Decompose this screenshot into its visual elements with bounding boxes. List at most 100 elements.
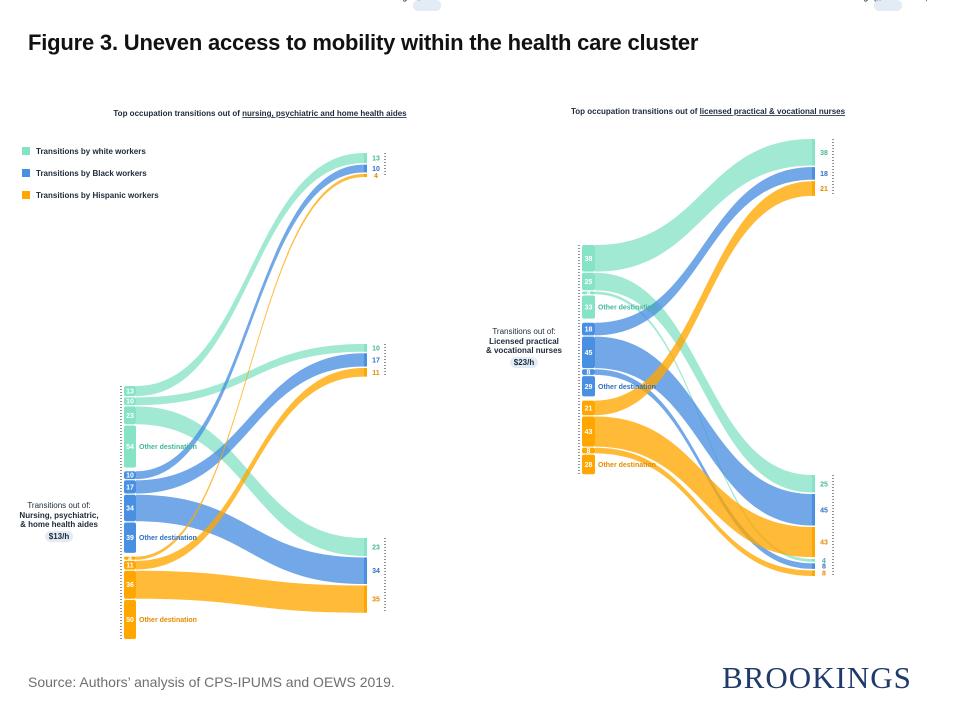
source-segment-black [124,522,136,553]
source-segment-hispanic [124,570,136,599]
source-value-label: 10 [126,399,134,406]
source-value-label: 4 [128,556,132,563]
target-segment-white [364,153,367,164]
source-value-label: 36 [126,582,134,589]
source-segment-hispanic [582,454,595,475]
flow-white-to-target-1 [136,153,364,397]
target-segment-hispanic [812,527,815,558]
source-note: Source: Authors’ analysis of CPS-IPUMS a… [28,674,395,690]
flow-hispanic-to-target-1 [595,181,812,416]
source-segment-hispanic [582,416,595,447]
target-segment-white [812,559,815,562]
source-segment-black [124,471,136,480]
target-value-label: 8 [822,564,826,571]
panel-subtitle: Top occupation transitions out of licens… [571,107,846,116]
target-value-label: 18 [820,171,828,178]
source-segment-black [124,480,136,494]
source-segment-white [582,295,595,319]
target-value-label: 11 [372,370,380,377]
flow-black-to-target-1 [136,164,364,480]
source-segment-hispanic [582,400,595,416]
source-segment-white [582,291,595,295]
legend-label: Transitions by Hispanic workers [36,191,159,200]
other-destination-label: Other destination [598,384,656,391]
target-wage: $12/h [878,0,899,2]
transitions-out-of-label: Transitions out of: [27,501,90,510]
target-wage: $12/h [417,0,438,2]
source-node-name: Licensed practical [489,337,559,346]
target-value-label: 35 [372,597,380,604]
source-value-label: 45 [585,350,593,357]
source-value-label: 18 [585,327,593,334]
source-value-label: 25 [585,279,593,286]
source-node-name: Nursing, psychiatric, [19,511,98,520]
target-value-label: 23 [372,544,380,551]
flow-black-to-target-3 [595,369,812,569]
transitions-out-of-label: Transitions out of: [492,327,555,336]
flow-hispanic-to-target-2 [136,368,364,570]
other-destination-label: Other destination [139,535,197,542]
target-segment-black [812,494,815,526]
flow-hispanic-to-target-1 [136,173,364,560]
source-segment-black [582,322,595,336]
source-value-label: 34 [126,506,134,513]
source-value-label: 8 [587,370,591,377]
target-segment-hispanic [812,570,815,576]
source-value-label: 10 [126,473,134,480]
legend-label: Transitions by white workers [36,147,146,156]
target-wage-pill [874,0,902,11]
target-segment-black [812,167,815,180]
source-node-name: & vocational nurses [486,346,563,355]
flow-hispanic-to-target-3 [595,447,812,576]
target-segment-hispanic [364,368,367,377]
source-value-label: 8 [587,448,591,455]
figure-title: Figure 3. Uneven access to mobility with… [28,30,699,55]
source-value-label: 23 [126,413,134,420]
other-destination-label: Other destination [139,617,197,624]
flow-white-to-target-3 [136,406,364,556]
target-segment-hispanic [812,181,815,196]
target-value-label: 17 [372,357,380,364]
target-value-label: 10 [372,345,380,352]
target-segment-white [812,475,815,493]
panel-subtitle: Top occupation transitions out of nursin… [113,109,407,118]
legend-label: Transitions by Black workers [36,169,147,178]
other-destination-label: Other destination [598,305,656,312]
source-value-label: 4 [587,290,591,297]
target-segment-black [364,353,367,367]
flow-black-to-target-1 [595,167,812,336]
source-value-label: 50 [126,617,134,624]
other-destination-label: Other destination [598,462,656,469]
source-segment-black [582,376,595,397]
target-value-label: 25 [820,481,828,488]
source-segment-black [582,369,595,375]
source-value-label: 38 [585,256,593,263]
source-wage-pill [45,531,73,542]
target-value-label: 43 [820,540,828,547]
target-segment-black [364,164,367,173]
target-segment-white [812,139,815,166]
source-wage: $13/h [49,532,70,541]
source-segment-white [582,272,595,291]
target-value-label: 21 [820,186,828,193]
target-segment-hispanic [364,585,367,613]
source-segment-white [124,386,136,397]
flow-hispanic-to-target-2 [595,416,812,558]
target-value-label: 10 [372,166,380,173]
source-segment-white [124,425,136,468]
flow-white-to-target-1 [595,139,812,272]
target-segment-white [364,344,367,352]
flow-black-to-target-2 [136,353,364,494]
target-value-label: 8 [822,571,826,578]
flow-white-to-target-2 [136,344,364,406]
source-value-label: 43 [585,429,593,436]
source-value-label: 33 [585,305,593,312]
source-segment-hispanic [124,599,136,639]
legend-swatch [22,147,30,155]
source-value-label: 29 [585,384,593,391]
flow-white-to-target-2 [595,272,812,493]
target-value-label: 4 [374,173,378,180]
source-segment-hispanic [582,447,595,454]
source-node-name: & home health aides [20,520,98,529]
